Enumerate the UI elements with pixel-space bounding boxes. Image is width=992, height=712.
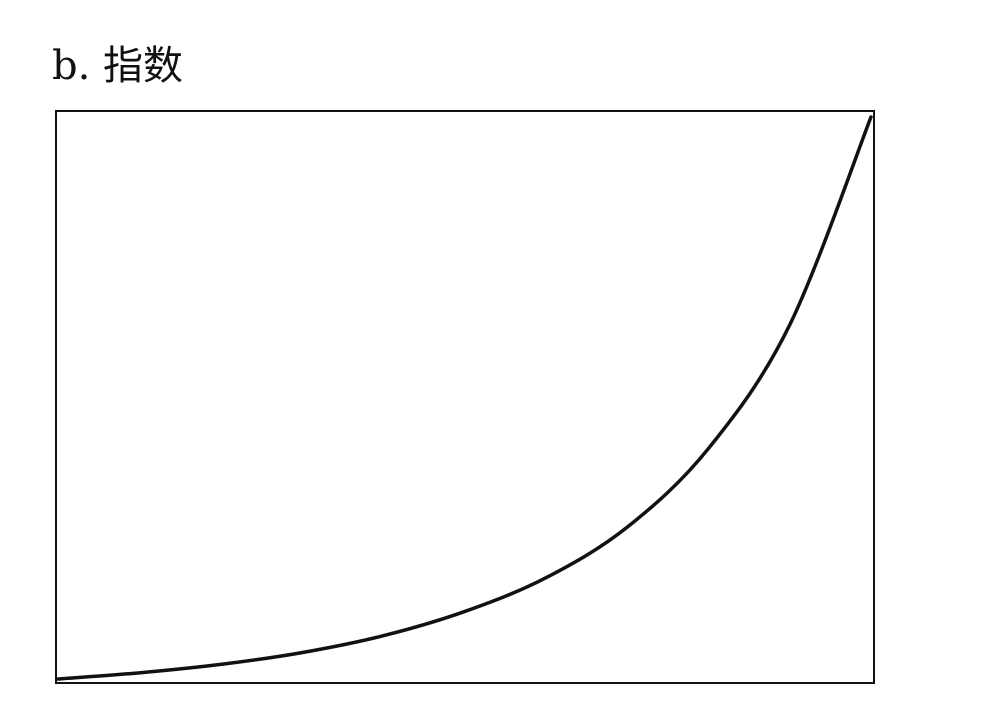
data-point-3: [300, 651, 303, 654]
data-point-7: [626, 526, 629, 529]
data-point-9: [788, 323, 791, 326]
chart-title: b. 指数: [52, 43, 184, 89]
data-point-4: [382, 634, 385, 637]
data-point-1: [138, 671, 141, 674]
data-point-8: [707, 447, 710, 450]
data-point-2: [219, 663, 222, 666]
data-point-10: [870, 116, 873, 119]
data-points: [57, 116, 873, 681]
exponential-curve: [56, 115, 873, 681]
data-point-5: [463, 610, 466, 613]
data-point-6: [544, 576, 547, 579]
plot-frame: [55, 110, 875, 684]
data-point-0: [57, 678, 60, 681]
